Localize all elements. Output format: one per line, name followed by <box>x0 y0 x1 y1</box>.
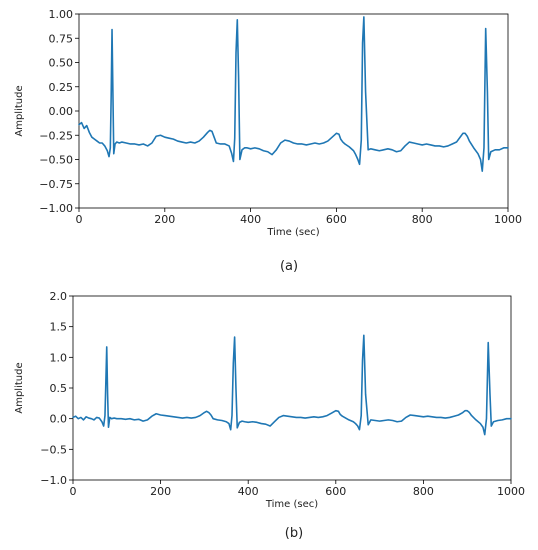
x-tick-label: 200 <box>150 485 171 498</box>
chart-a: 0 200 400 600 800 1000 −1.00 −0.75 −0.50 −0.25 0.0… <box>14 8 522 274</box>
x-tick-label: 0 <box>70 485 77 498</box>
y-tick-label: −0.25 <box>39 129 73 142</box>
y-tick-label: 1.00 <box>49 8 74 21</box>
plot-frame <box>78 13 509 209</box>
y-tick-label: 0.0 <box>50 413 68 426</box>
y-tick-label: 0.5 <box>50 382 68 395</box>
x-tick-label: 1000 <box>497 485 525 498</box>
y-tick-label: 0.00 <box>49 105 74 118</box>
x-tick-label: 400 <box>238 485 259 498</box>
plot-frame <box>72 295 512 481</box>
y-axis-label: Amplitude <box>14 85 25 136</box>
y-tick-label: 0.75 <box>49 32 74 45</box>
y-tick-label: 0.25 <box>49 81 74 94</box>
x-tick-label: 200 <box>154 213 175 226</box>
x-axis-label: Time (sec) <box>265 499 318 510</box>
x-tick-label: 1000 <box>494 213 522 226</box>
y-tick-label: −1.00 <box>39 202 73 215</box>
x-tick-label: 0 <box>76 213 83 226</box>
y-tick-label: −0.5 <box>40 443 67 456</box>
x-tick-label: 400 <box>240 213 261 226</box>
y-tick-label: 1.0 <box>50 351 68 364</box>
chart-b: 0 200 400 600 800 1000 −1.0 −0.5 0.0 0.5 1.0 1.5 2.0… <box>14 290 525 541</box>
y-tick-label: −0.50 <box>39 154 73 167</box>
y-tick-label: −0.75 <box>39 178 73 191</box>
y-tick-label: 0.50 <box>49 57 74 70</box>
y-tick-label: 1.5 <box>50 321 68 334</box>
y-tick-label: 2.0 <box>50 290 68 303</box>
x-tick-label: 800 <box>413 485 434 498</box>
x-tick-label: 600 <box>325 485 346 498</box>
x-axis-label: Time (sec) <box>266 227 319 238</box>
x-tick-label: 800 <box>412 213 433 226</box>
chart-caption: (a) <box>280 259 298 274</box>
y-axis-label: Amplitude <box>14 362 25 413</box>
series-line <box>72 334 512 436</box>
x-tick-label: 600 <box>326 213 347 226</box>
chart-caption: (b) <box>285 526 303 541</box>
series-line <box>78 16 509 172</box>
y-tick-label: −1.0 <box>40 474 67 487</box>
